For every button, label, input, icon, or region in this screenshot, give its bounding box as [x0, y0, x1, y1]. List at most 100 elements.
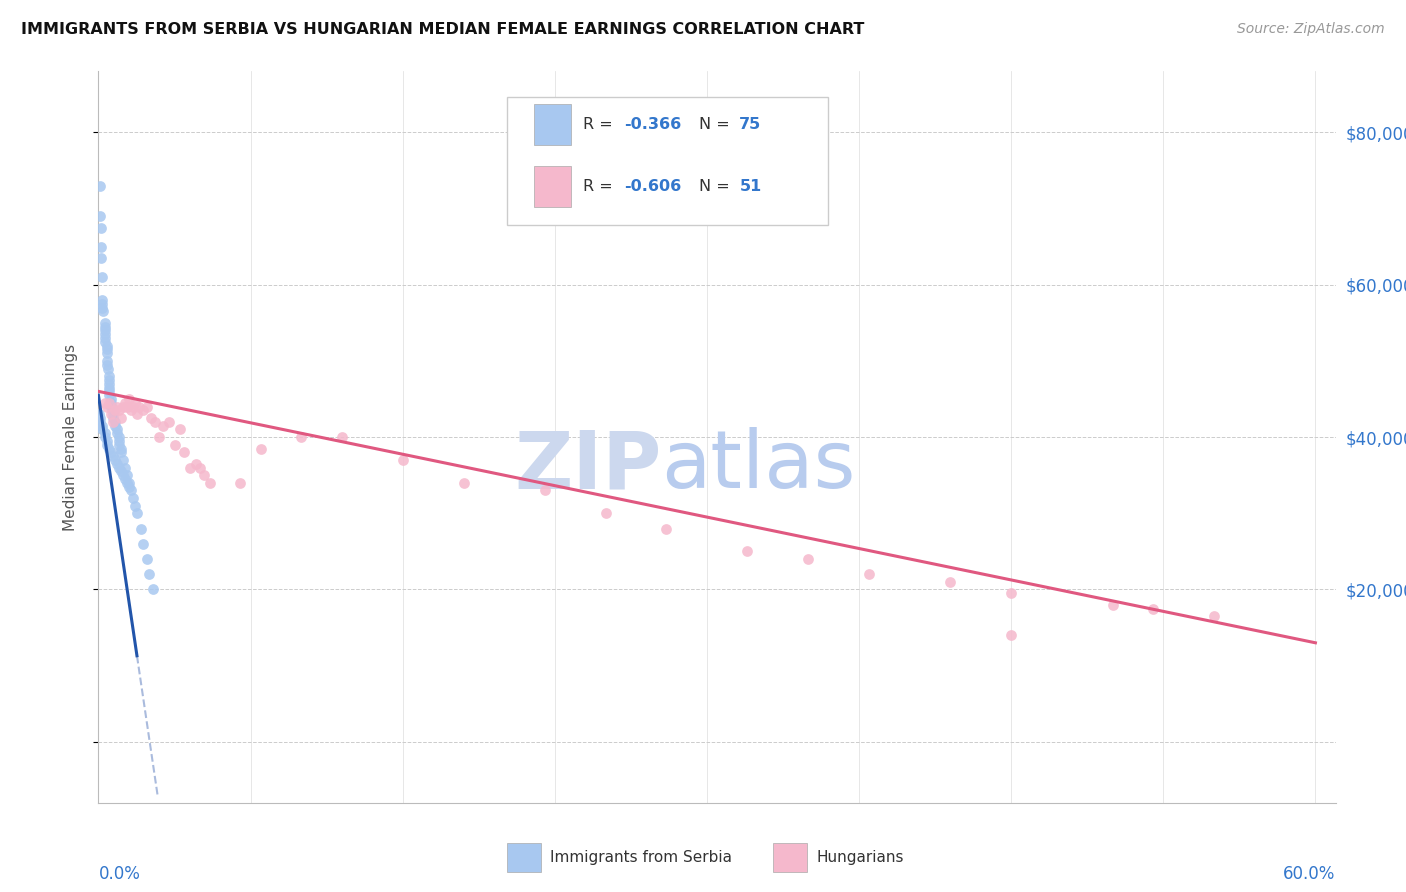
- Text: R =: R =: [583, 117, 619, 132]
- Point: [118, 475, 141, 490]
- Point: [107, 434, 129, 448]
- Point: [138, 567, 160, 582]
- Point: [89, 209, 111, 223]
- Text: 51: 51: [740, 179, 762, 194]
- Point: [107, 430, 129, 444]
- Point: [93, 323, 115, 337]
- Point: [91, 293, 114, 307]
- Point: [100, 392, 122, 406]
- Point: [97, 373, 120, 387]
- Point: [91, 422, 114, 436]
- Point: [91, 418, 114, 433]
- Point: [107, 403, 129, 417]
- Point: [114, 460, 136, 475]
- Point: [1142, 601, 1164, 615]
- Point: [93, 334, 115, 349]
- Point: [737, 544, 759, 558]
- Point: [797, 552, 820, 566]
- Point: [110, 442, 132, 456]
- Point: [97, 380, 120, 394]
- Point: [157, 415, 180, 429]
- Point: [118, 480, 141, 494]
- Point: [93, 331, 115, 345]
- Point: [96, 358, 118, 372]
- Point: [96, 339, 118, 353]
- Text: Hungarians: Hungarians: [815, 850, 904, 865]
- Point: [93, 426, 115, 441]
- Text: -0.606: -0.606: [624, 179, 682, 194]
- FancyBboxPatch shape: [506, 843, 541, 872]
- Point: [96, 400, 118, 414]
- Point: [104, 418, 127, 433]
- Point: [104, 415, 127, 429]
- Point: [100, 400, 122, 414]
- FancyBboxPatch shape: [506, 97, 828, 225]
- Text: 60.0%: 60.0%: [1284, 865, 1336, 883]
- Point: [1000, 628, 1022, 642]
- Point: [107, 460, 129, 475]
- Point: [90, 220, 112, 235]
- Point: [100, 396, 122, 410]
- Point: [152, 418, 174, 433]
- Point: [101, 407, 124, 421]
- FancyBboxPatch shape: [534, 167, 571, 207]
- Point: [96, 346, 118, 360]
- Point: [453, 475, 475, 490]
- Point: [105, 426, 128, 441]
- Point: [90, 239, 112, 253]
- Point: [104, 453, 127, 467]
- Point: [533, 483, 555, 498]
- Text: Source: ZipAtlas.com: Source: ZipAtlas.com: [1237, 22, 1385, 37]
- Point: [125, 506, 148, 520]
- Point: [110, 464, 132, 478]
- Point: [100, 445, 122, 459]
- Point: [105, 422, 128, 436]
- Point: [595, 506, 617, 520]
- Point: [105, 457, 128, 471]
- Point: [118, 392, 141, 406]
- Point: [169, 422, 191, 436]
- Point: [89, 407, 111, 421]
- FancyBboxPatch shape: [773, 843, 807, 872]
- Point: [132, 537, 155, 551]
- Point: [655, 521, 678, 535]
- Point: [96, 343, 118, 357]
- Point: [142, 582, 165, 597]
- Point: [1000, 586, 1022, 600]
- Point: [91, 301, 114, 315]
- Text: -0.366: -0.366: [624, 117, 682, 132]
- Point: [96, 354, 118, 368]
- Text: 0.0%: 0.0%: [98, 865, 141, 883]
- Point: [128, 400, 150, 414]
- Point: [120, 483, 142, 498]
- Point: [111, 468, 134, 483]
- Point: [97, 396, 120, 410]
- Point: [184, 457, 207, 471]
- Point: [89, 415, 111, 429]
- Point: [90, 251, 112, 265]
- Point: [249, 442, 271, 456]
- Point: [100, 407, 122, 421]
- Point: [93, 304, 115, 318]
- Point: [1101, 598, 1123, 612]
- Point: [193, 468, 215, 483]
- Text: atlas: atlas: [661, 427, 856, 506]
- Point: [96, 438, 118, 452]
- Text: R =: R =: [583, 179, 619, 194]
- Point: [110, 445, 132, 459]
- Point: [136, 400, 159, 414]
- Point: [93, 396, 115, 410]
- Point: [179, 460, 201, 475]
- Point: [120, 403, 142, 417]
- Point: [96, 361, 118, 376]
- Point: [188, 460, 211, 475]
- Point: [91, 297, 114, 311]
- Point: [93, 430, 115, 444]
- Point: [101, 411, 124, 425]
- Point: [136, 552, 159, 566]
- Point: [858, 567, 880, 582]
- Point: [93, 319, 115, 334]
- Point: [124, 499, 146, 513]
- Point: [111, 453, 134, 467]
- Point: [111, 400, 134, 414]
